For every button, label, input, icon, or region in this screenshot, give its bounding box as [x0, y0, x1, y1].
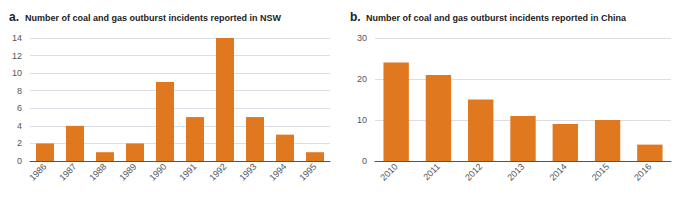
- svg-text:10: 10: [357, 115, 367, 125]
- svg-text:20: 20: [357, 74, 367, 84]
- svg-text:2015: 2015: [590, 161, 611, 182]
- svg-text:Number of coal and gas outburs: Number of coal and gas outburst incident…: [25, 13, 282, 23]
- svg-text:8: 8: [17, 86, 22, 96]
- svg-text:Number of coal and gas outburs: Number of coal and gas outburst incident…: [366, 13, 627, 23]
- svg-text:1995: 1995: [297, 161, 318, 182]
- svg-text:2013: 2013: [505, 161, 526, 182]
- svg-text:1987: 1987: [57, 161, 78, 182]
- svg-text:a.: a.: [9, 10, 19, 24]
- svg-text:30: 30: [357, 33, 367, 43]
- svg-text:4: 4: [17, 121, 22, 131]
- svg-text:1988: 1988: [87, 161, 108, 182]
- svg-text:1986: 1986: [27, 161, 48, 182]
- svg-text:2012: 2012: [463, 161, 484, 182]
- svg-text:2: 2: [17, 138, 22, 148]
- svg-text:1991: 1991: [177, 161, 198, 182]
- svg-text:1990: 1990: [147, 161, 168, 182]
- svg-text:14: 14: [12, 33, 22, 43]
- svg-text:1993: 1993: [237, 161, 258, 182]
- svg-text:b.: b.: [350, 10, 361, 24]
- svg-text:2016: 2016: [632, 161, 653, 182]
- svg-text:2010: 2010: [378, 161, 399, 182]
- svg-text:1994: 1994: [267, 161, 288, 182]
- svg-text:2011: 2011: [421, 161, 442, 182]
- svg-text:1992: 1992: [207, 161, 228, 182]
- svg-text:1989: 1989: [117, 161, 138, 182]
- svg-text:2014: 2014: [548, 161, 569, 182]
- svg-text:0: 0: [17, 156, 22, 166]
- svg-text:10: 10: [12, 68, 22, 78]
- svg-text:6: 6: [17, 103, 22, 113]
- svg-text:12: 12: [12, 51, 22, 61]
- svg-text:0: 0: [362, 156, 367, 166]
